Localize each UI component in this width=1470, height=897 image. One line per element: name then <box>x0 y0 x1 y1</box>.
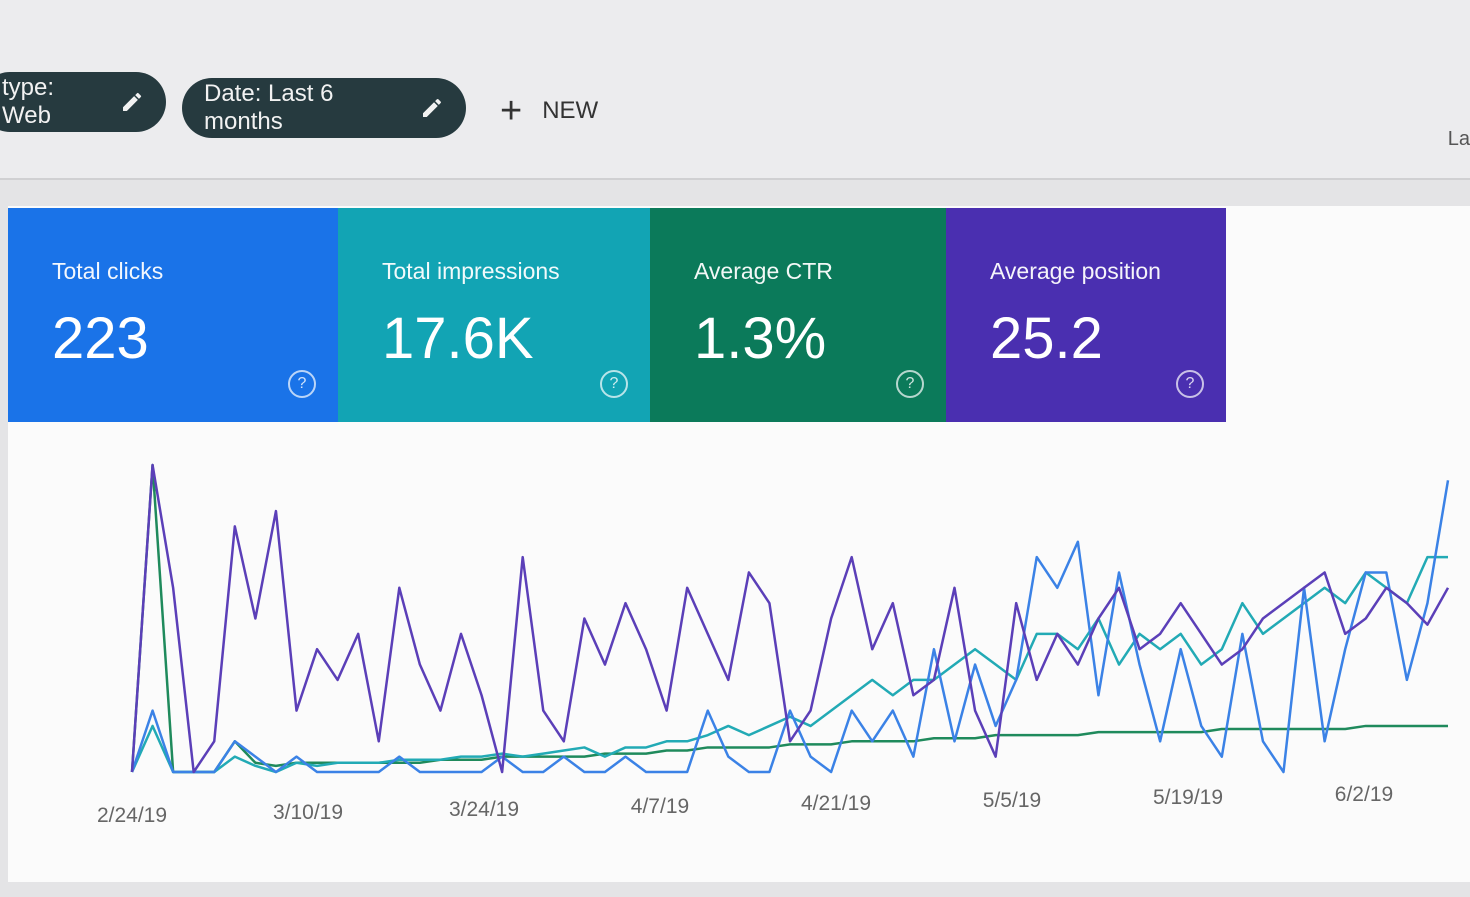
x-tick-label: 5/19/19 <box>1153 786 1223 809</box>
metric-value: 1.3% <box>694 306 827 371</box>
series-line-total-clicks <box>130 480 1450 774</box>
metric-card-clicks[interactable]: Total clicks 223 ? <box>8 208 338 422</box>
metric-card-position[interactable]: Average position 25.2 ? <box>946 208 1226 422</box>
filter-chip-search-type[interactable]: type: Web <box>0 72 166 132</box>
pencil-icon[interactable] <box>420 95 444 121</box>
x-tick-label: 6/2/19 <box>1335 783 1393 806</box>
metric-card-ctr[interactable]: Average CTR 1.3% ? <box>650 208 946 422</box>
filter-bar: type: Web Date: Last 6 months + NEW La <box>0 0 1470 180</box>
x-tick-label: 2/24/19 <box>97 804 167 827</box>
metric-value: 25.2 <box>990 306 1103 371</box>
filter-label: Date: Last 6 months <box>204 80 334 135</box>
series-line-total-impressions <box>130 555 1448 774</box>
metric-card-impressions[interactable]: Total impressions 17.6K ? <box>338 208 650 422</box>
metric-value: 17.6K <box>382 306 534 371</box>
x-tick-label: 5/5/19 <box>983 789 1041 812</box>
metric-value: 223 <box>52 306 149 371</box>
filter-label: type: Web <box>2 74 55 129</box>
x-tick-label: 4/21/19 <box>801 792 871 815</box>
help-icon[interactable]: ? <box>600 370 628 398</box>
help-icon[interactable]: ? <box>1176 370 1204 398</box>
new-filter-button[interactable]: + NEW <box>500 92 598 130</box>
x-tick-label: 3/10/19 <box>273 801 343 824</box>
x-tick-label: 4/7/19 <box>631 795 689 818</box>
metric-cards: Total clicks 223 ? Total impressions 17.… <box>8 208 1226 422</box>
filter-chip-date[interactable]: Date: Last 6 months <box>182 78 466 138</box>
help-icon[interactable]: ? <box>896 370 924 398</box>
help-icon[interactable]: ? <box>288 370 316 398</box>
plus-icon: + <box>500 90 523 132</box>
metric-label: Average position <box>990 258 1161 284</box>
truncated-text: La <box>1447 128 1470 150</box>
new-label: NEW <box>542 97 599 124</box>
pencil-icon[interactable] <box>120 89 144 115</box>
series-line-average-position <box>130 463 1450 774</box>
metric-label: Average CTR <box>694 258 833 284</box>
performance-chart: 2/24/19 3/10/19 3/24/19 4/7/19 4/21/19 5/5/19… <box>97 463 1450 827</box>
x-tick-label: 3/24/19 <box>449 798 519 821</box>
metric-label: Total clicks <box>52 258 164 284</box>
series-line-average-ctr <box>130 463 1448 774</box>
metric-label: Total impressions <box>382 258 560 284</box>
